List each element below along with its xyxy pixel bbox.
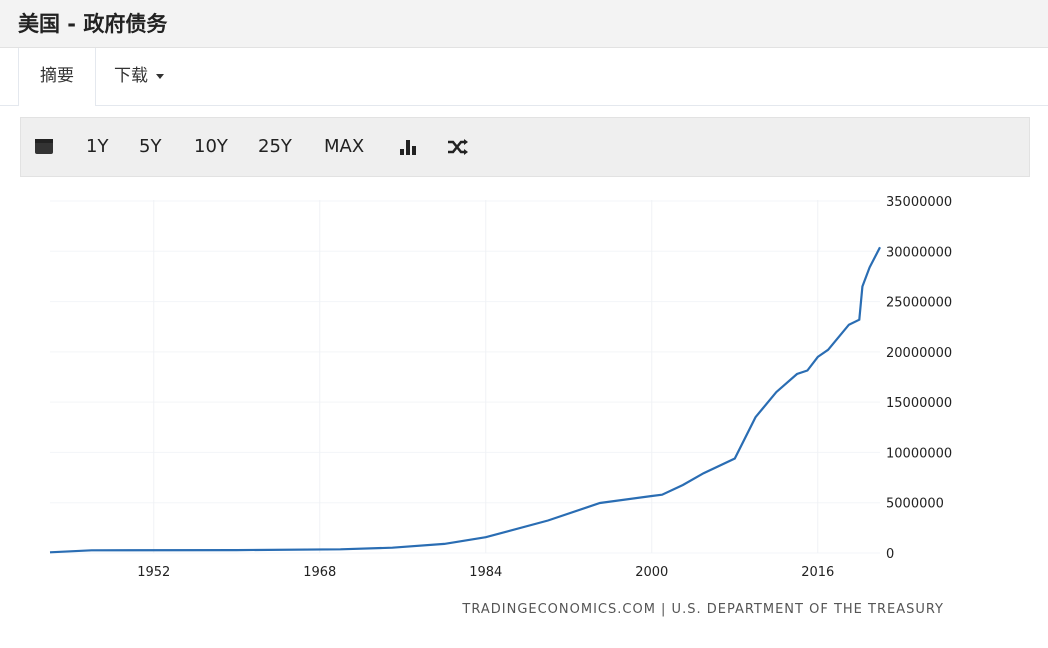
tab-download[interactable]: 下载 [114,48,164,105]
y-tick-label: 15000000 [886,396,952,411]
x-tick-label: 1952 [137,565,170,580]
y-tick-label: 35000000 [886,195,952,210]
y-tick-label: 5000000 [886,497,944,512]
source-credit: TRADINGECONOMICS.COM | U.S. DEPARTMENT O… [462,602,944,617]
page-title: 美国 - 政府债务 [18,12,168,36]
debt-series-line [49,246,881,554]
bar-chart-icon[interactable] [399,138,417,156]
y-tick-label: 30000000 [886,245,952,260]
x-tick-label: 1968 [303,565,336,580]
range-10y-button[interactable]: 10Y [194,136,228,157]
tab-download-label: 下载 [114,66,148,86]
range-5y-button[interactable]: 5Y [139,136,162,157]
y-tick-label: 25000000 [886,296,952,311]
y-tick-label: 20000000 [886,346,952,361]
calendar-icon[interactable] [34,137,54,155]
x-tick-label: 1984 [469,565,502,580]
range-25y-button[interactable]: 25Y [258,136,292,157]
x-tick-label: 2016 [801,565,834,580]
range-1y-button[interactable]: 1Y [86,136,109,157]
tab-summary[interactable]: 摘要 [18,48,96,106]
range-max-button[interactable]: MAX [324,136,365,157]
shuffle-icon[interactable] [447,138,469,156]
page-header: 美国 - 政府债务 [0,0,1048,48]
caret-down-icon [156,73,164,79]
x-tick-label: 2000 [635,565,668,580]
tab-bar: 摘要 下载 [0,48,1048,106]
y-tick-label: 0 [886,547,894,562]
chart-toolbar: 1Y 5Y 10Y 25Y MAX [20,117,1030,177]
y-tick-label: 10000000 [886,446,952,461]
